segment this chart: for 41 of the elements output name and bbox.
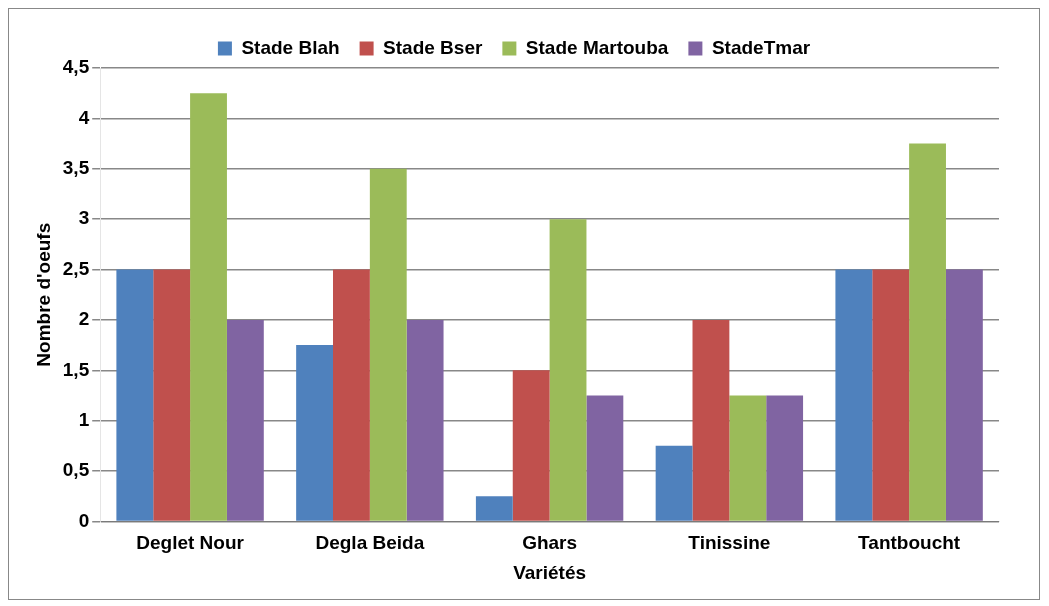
bar	[190, 93, 227, 521]
bar	[296, 345, 333, 521]
bar	[655, 445, 693, 521]
bar	[872, 269, 910, 521]
bar	[945, 269, 983, 521]
bar	[692, 319, 730, 521]
bar	[729, 395, 767, 521]
y-tick-label: 0,5	[62, 459, 90, 481]
bar	[406, 319, 444, 521]
legend-label: Stade Bser	[383, 36, 483, 58]
y-tick-label: 3	[78, 207, 90, 229]
x-tick-label: Ghars	[522, 532, 578, 554]
x-tick-label: Degla Beida	[315, 532, 425, 554]
legend-label: StadeTmar	[711, 36, 811, 58]
y-tick-label: 4	[78, 106, 90, 128]
bar	[909, 143, 946, 521]
y-tick-label: 2	[78, 308, 90, 330]
x-tick-label: Deglet Nour	[136, 532, 245, 554]
bar	[333, 269, 370, 521]
bar	[586, 395, 624, 521]
bar	[512, 370, 550, 521]
legend-label: Stade Martouba	[525, 36, 669, 58]
x-tick-label: Tinissine	[688, 532, 771, 554]
y-tick-label: 2,5	[62, 257, 90, 279]
y-tick-label: 0	[78, 509, 90, 531]
bar	[369, 168, 407, 521]
y-tick-label: 1	[78, 408, 90, 430]
y-tick-label: 1,5	[62, 358, 90, 380]
bar	[116, 269, 154, 521]
x-axis-title: Variétés	[513, 561, 587, 583]
bar	[226, 319, 264, 521]
y-axis-title: Nombre d'oeufs	[32, 222, 54, 367]
x-tick-label: Tantboucht	[858, 532, 961, 554]
bar	[549, 219, 587, 521]
bar	[475, 496, 513, 521]
bar	[766, 395, 804, 521]
y-tick-label: 4,5	[62, 56, 90, 78]
bar	[835, 269, 873, 521]
y-tick-label: 3,5	[62, 156, 90, 178]
legend-label: Stade Blah	[241, 36, 340, 58]
bar	[153, 269, 191, 521]
